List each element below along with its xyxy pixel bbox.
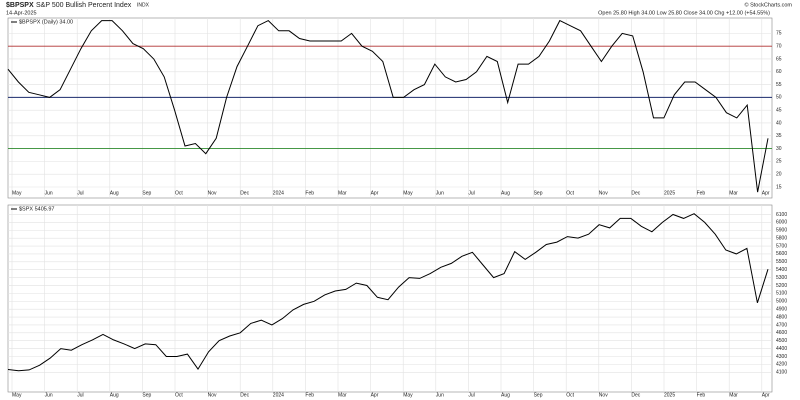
x-tick-label: Jun <box>436 190 444 196</box>
y-tick-label: 5100 <box>776 291 787 297</box>
x-tick-label: Mar <box>338 392 347 398</box>
x-tick-label: Apr <box>371 392 379 398</box>
y-tick-label: 15 <box>776 184 782 190</box>
y-tick-label: 6000 <box>776 220 787 226</box>
x-tick-label: May <box>403 190 413 196</box>
y-tick-label: 6100 <box>776 212 787 218</box>
y-tick-label: 4300 <box>776 354 787 360</box>
y-tick-label: 5800 <box>776 235 787 241</box>
series-line <box>7 19 769 193</box>
panel <box>7 204 773 393</box>
y-tick-label: 4100 <box>776 370 787 376</box>
y-tick-label: 4500 <box>776 338 787 344</box>
x-tick-label: Feb <box>305 190 314 196</box>
x-tick-label: Oct <box>175 190 183 196</box>
y-tick-label: 5500 <box>776 259 787 265</box>
x-tick-label: May <box>12 190 22 196</box>
x-tick-label: Dec <box>240 392 249 398</box>
y-tick-label: 4600 <box>776 330 787 336</box>
y-tick-label: 75 <box>776 31 782 37</box>
y-tick-label: 5300 <box>776 275 787 281</box>
x-tick-label: Apr <box>371 190 379 196</box>
x-tick-label: Jul <box>77 190 83 196</box>
series-line <box>7 213 769 372</box>
x-tick-label: Aug <box>501 392 510 398</box>
x-tick-label: Dec <box>631 190 640 196</box>
x-tick-label: Apr <box>762 190 770 196</box>
x-tick-label: 2024 <box>273 190 284 196</box>
y-tick-label: 5400 <box>776 267 787 273</box>
x-tick-label: Dec <box>631 392 640 398</box>
y-tick-label: 65 <box>776 56 782 62</box>
y-tick-label: 4700 <box>776 322 787 328</box>
x-tick-label: Mar <box>338 190 347 196</box>
y-tick-label: 50 <box>776 95 782 101</box>
x-tick-label: Sep <box>142 190 151 196</box>
y-tick-label: 35 <box>776 133 782 139</box>
x-tick-label: May <box>12 392 22 398</box>
x-tick-label: Feb <box>305 392 314 398</box>
y-tick-label: 4800 <box>776 314 787 320</box>
x-tick-label: Nov <box>208 190 217 196</box>
y-tick-label: 4200 <box>776 362 787 368</box>
x-tick-label: Nov <box>599 190 608 196</box>
x-tick-label: Jun <box>45 392 53 398</box>
exchange: INDX <box>137 2 150 8</box>
symbol: $BPSPX <box>6 2 34 9</box>
panel <box>7 17 773 199</box>
x-tick-label: Jun <box>45 190 53 196</box>
x-tick-label: Jul <box>77 392 83 398</box>
x-tick-label: Aug <box>501 190 510 196</box>
y-tick-label: 60 <box>776 69 782 75</box>
x-tick-label: Sep <box>534 190 543 196</box>
x-tick-label: Feb <box>697 190 706 196</box>
x-tick-label: Aug <box>110 392 119 398</box>
x-tick-label: Jun <box>436 392 444 398</box>
y-tick-label: 70 <box>776 43 782 49</box>
x-tick-label: 2024 <box>273 392 284 398</box>
legend-label: $SPX 5405.97 <box>19 206 54 212</box>
x-tick-label: Nov <box>599 392 608 398</box>
date: 14-Apr-2025 <box>6 10 37 16</box>
y-tick-label: 4900 <box>776 306 787 312</box>
x-tick-label: Sep <box>534 392 543 398</box>
x-tick-label: Mar <box>729 392 738 398</box>
x-tick-label: Apr <box>762 392 770 398</box>
legend-label: $BPSPX (Daily) 34.00 <box>19 19 73 25</box>
x-tick-label: May <box>403 392 413 398</box>
x-tick-label: Oct <box>566 190 574 196</box>
y-tick-label: 5200 <box>776 283 787 289</box>
x-tick-label: Aug <box>110 190 119 196</box>
quote: Open 25.80 High 34.00 Low 25.80 Close 34… <box>598 10 770 16</box>
x-tick-label: Jul <box>468 392 474 398</box>
y-tick-label: 30 <box>776 146 782 152</box>
index-name: S&P 500 Bullish Percent Index <box>36 2 132 9</box>
credit: © StockCharts.com <box>745 1 793 8</box>
x-tick-label: Oct <box>566 392 574 398</box>
x-tick-label: 2025 <box>664 190 675 196</box>
y-tick-label: 40 <box>776 120 782 126</box>
y-tick-label: 55 <box>776 82 782 88</box>
y-tick-label: 5900 <box>776 228 787 234</box>
y-tick-label: 5700 <box>776 243 787 249</box>
y-tick-label: 5000 <box>776 299 787 305</box>
y-tick-label: 20 <box>776 172 782 178</box>
x-tick-label: Feb <box>697 392 706 398</box>
x-tick-label: Mar <box>729 190 738 196</box>
x-tick-label: Nov <box>208 392 217 398</box>
y-tick-label: 4400 <box>776 346 787 352</box>
x-tick-label: Jul <box>468 190 474 196</box>
y-tick-label: 25 <box>776 159 782 165</box>
y-tick-label: 5600 <box>776 251 787 257</box>
y-tick-label: 45 <box>776 108 782 114</box>
x-tick-label: Oct <box>175 392 183 398</box>
x-tick-label: Dec <box>240 190 249 196</box>
x-tick-label: 2025 <box>664 392 675 398</box>
x-tick-label: Sep <box>142 392 151 398</box>
